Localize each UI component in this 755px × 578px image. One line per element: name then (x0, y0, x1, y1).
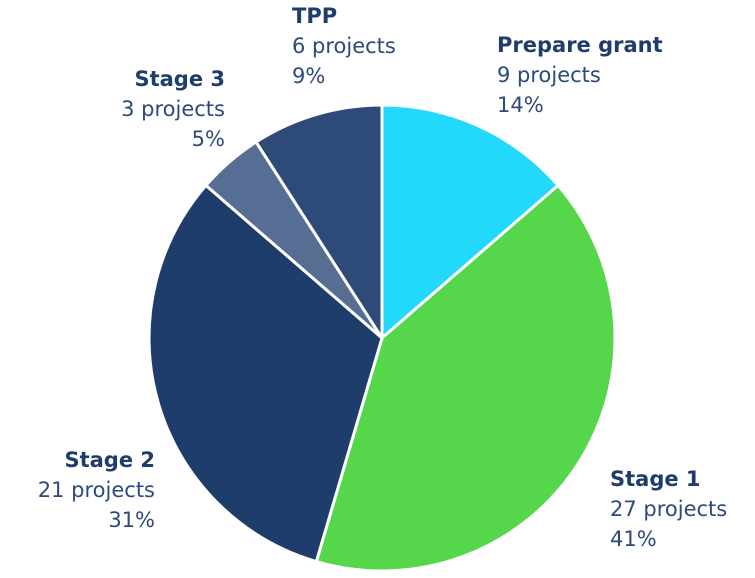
slice-percent: 9% (292, 64, 325, 88)
slice-percent: 31% (108, 508, 155, 532)
slice-name: Stage 2 (64, 448, 155, 472)
slice-count: 3 projects (121, 97, 225, 121)
slice-count: 27 projects (610, 497, 727, 521)
pie-slice (147, 183, 384, 564)
slice-count: 21 projects (38, 478, 155, 502)
slice-name: Prepare grant (497, 33, 663, 57)
pie-slice (254, 103, 384, 340)
slice-name: Stage 3 (134, 67, 225, 91)
slice-name: TPP (292, 4, 337, 28)
pie-slice (380, 103, 560, 340)
slice-percent: 14% (497, 93, 544, 117)
slice-percent: 5% (192, 127, 225, 151)
slice-percent: 41% (610, 527, 657, 551)
slice-count: 6 projects (292, 34, 396, 58)
slice-name: Stage 1 (610, 467, 701, 491)
slice-count: 9 projects (497, 63, 601, 87)
pie-slice (314, 183, 617, 573)
